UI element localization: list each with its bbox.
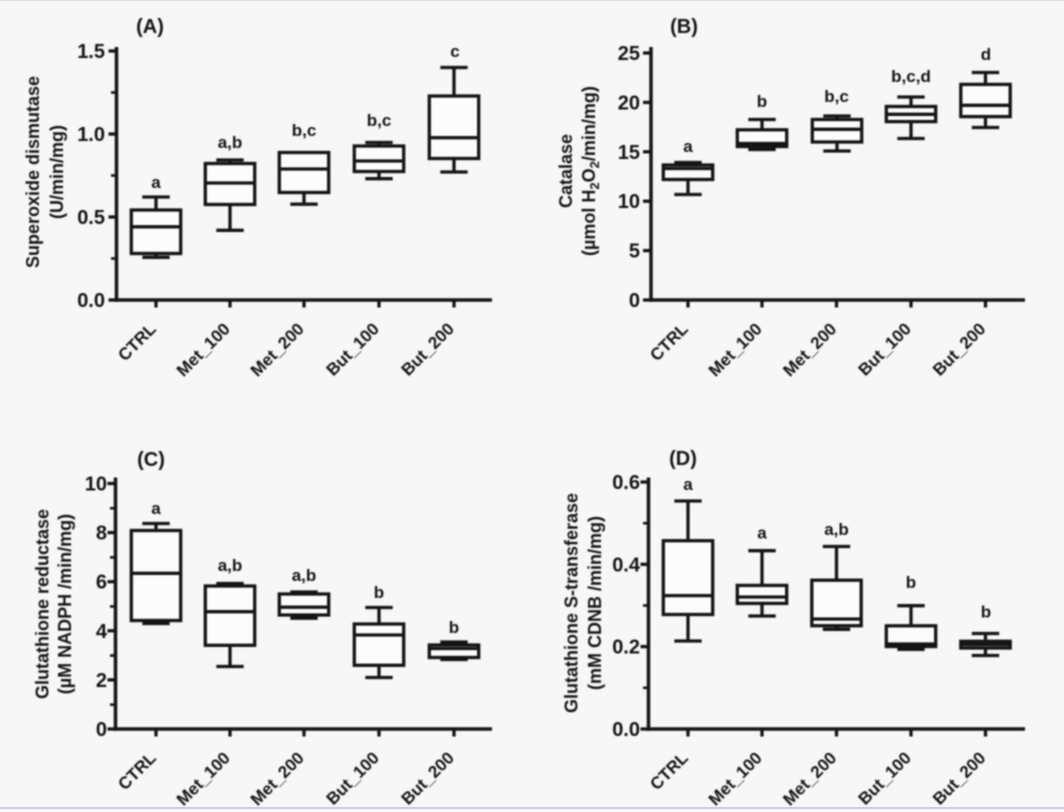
svg-text:Catalase: Catalase — [556, 134, 576, 208]
svg-text:Met_200: Met_200 — [779, 319, 840, 380]
svg-text:b: b — [374, 583, 384, 602]
svg-text:But_100: But_100 — [323, 748, 383, 808]
svg-text:Met_100: Met_100 — [705, 319, 766, 380]
svg-text:0.5: 0.5 — [77, 207, 105, 229]
svg-text:a,b: a,b — [218, 133, 243, 152]
svg-text:But_100: But_100 — [323, 319, 383, 379]
svg-text:(µM NADPH /min/mg): (µM NADPH /min/mg) — [55, 514, 75, 694]
svg-text:5: 5 — [629, 241, 640, 263]
svg-text:0.0: 0.0 — [612, 719, 640, 741]
svg-text:20: 20 — [618, 92, 640, 114]
svg-text:1.0: 1.0 — [77, 124, 105, 146]
svg-text:8: 8 — [96, 523, 107, 545]
svg-text:b,c,d: b,c,d — [891, 67, 931, 86]
svg-text:Met_100: Met_100 — [173, 319, 234, 380]
svg-text:b,c: b,c — [824, 87, 849, 106]
svg-text:1.5: 1.5 — [77, 41, 105, 63]
svg-text:b: b — [981, 603, 991, 622]
svg-text:CTRL: CTRL — [646, 748, 691, 793]
svg-text:a: a — [683, 137, 693, 156]
svg-text:0.4: 0.4 — [612, 554, 641, 576]
svg-text:Met_200: Met_200 — [779, 748, 840, 809]
svg-text:a,b: a,b — [292, 566, 317, 585]
svg-text:10: 10 — [618, 191, 640, 213]
svg-text:15: 15 — [618, 142, 640, 164]
svg-text:CTRL: CTRL — [646, 319, 691, 364]
svg-text:b: b — [757, 92, 767, 111]
svg-text:b: b — [906, 573, 916, 592]
svg-text:Met_100: Met_100 — [173, 748, 234, 809]
svg-text:b,c: b,c — [292, 121, 317, 140]
svg-text:(mM CDNB /min/mg): (mM CDNB /min/mg) — [585, 516, 605, 690]
svg-text:0: 0 — [96, 719, 107, 741]
svg-text:But_100: But_100 — [855, 319, 915, 379]
svg-text:a: a — [683, 475, 693, 494]
svg-text:0.2: 0.2 — [612, 637, 640, 659]
svg-text:Met_200: Met_200 — [247, 748, 308, 809]
svg-text:But_200: But_200 — [398, 319, 458, 379]
svg-text:Superoxide dismutase: Superoxide dismutase — [23, 76, 43, 268]
svg-text:b: b — [449, 618, 459, 637]
svg-text:a,b: a,b — [218, 556, 243, 575]
svg-text:(A): (A) — [136, 16, 164, 38]
svg-text:a: a — [151, 173, 161, 192]
svg-text:CTRL: CTRL — [114, 319, 159, 364]
svg-text:But_200: But_200 — [929, 748, 989, 808]
svg-text:c: c — [450, 42, 459, 61]
svg-text:(C): (C) — [137, 449, 165, 471]
svg-text:10: 10 — [85, 474, 107, 496]
svg-text:CTRL: CTRL — [114, 748, 159, 793]
svg-text:(B): (B) — [670, 16, 698, 38]
svg-text:Glutathione S-transferase: Glutathione S-transferase — [562, 493, 582, 713]
svg-text:b,c: b,c — [367, 111, 392, 130]
svg-text:But_200: But_200 — [398, 748, 458, 808]
svg-text:0: 0 — [629, 290, 640, 312]
svg-text:d: d — [981, 45, 991, 64]
svg-text:2: 2 — [96, 670, 107, 692]
svg-text:But_100: But_100 — [855, 748, 915, 808]
svg-text:6: 6 — [96, 572, 107, 594]
svg-text:0.0: 0.0 — [77, 290, 105, 312]
svg-text:Glutathione reductase: Glutathione reductase — [33, 509, 53, 699]
svg-text:(D): (D) — [669, 448, 697, 470]
svg-text:4: 4 — [96, 621, 108, 643]
svg-text:a,b: a,b — [824, 520, 849, 539]
svg-text:25: 25 — [618, 43, 640, 65]
svg-text:a: a — [757, 524, 767, 543]
svg-text:Met_100: Met_100 — [705, 748, 766, 809]
svg-text:(µmol H2O2/min/mg): (µmol H2O2/min/mg) — [579, 86, 602, 256]
svg-text:But_200: But_200 — [929, 319, 989, 379]
svg-text:a: a — [151, 499, 161, 518]
svg-text:(U/min/mg): (U/min/mg) — [47, 125, 67, 219]
svg-text:Met_200: Met_200 — [247, 319, 308, 380]
svg-text:0.6: 0.6 — [612, 472, 640, 494]
